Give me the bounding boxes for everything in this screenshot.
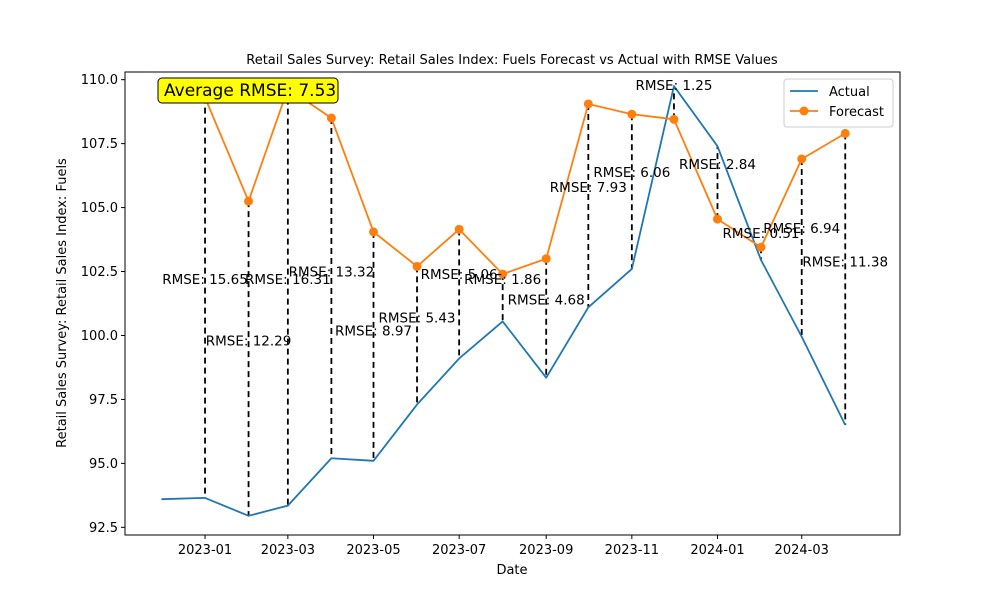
y-tick-label: 105.0: [81, 201, 118, 216]
y-tick-label: 102.5: [81, 265, 118, 280]
x-tick-label: 2023-05: [346, 543, 400, 558]
legend-forecast-marker: [799, 106, 809, 116]
y-tick-label: 97.5: [89, 393, 118, 408]
rmse-error-lines: [204, 86, 847, 516]
y-axis-ticks: 92.5 95.0 97.5 100.0 102.5 105.0 107.5 110.0: [81, 73, 125, 536]
forecast-point: [244, 196, 254, 206]
rmse-label: RMSE: 6.94: [763, 221, 840, 237]
rmse-label: RMSE: 5.43: [379, 311, 456, 327]
forecast-point: [369, 227, 379, 237]
forecast-point: [669, 114, 679, 124]
y-tick-label: 107.5: [81, 137, 118, 152]
chart-title: Retail Sales Survey: Retail Sales Index:…: [246, 53, 778, 68]
x-tick-label: 2023-07: [432, 543, 486, 558]
rmse-label: RMSE: 4.68: [508, 293, 585, 309]
forecast-point: [498, 269, 508, 279]
rmse-label: RMSE: 13.32: [289, 265, 375, 281]
rmse-label: RMSE: 2.84: [679, 157, 756, 173]
forecast-point: [454, 224, 464, 234]
x-tick-label: 2024-01: [690, 543, 744, 558]
actual-line: [161, 85, 847, 517]
y-axis-label: Retail Sales Survey: Retail Sales Index:…: [55, 158, 70, 448]
average-rmse-box: Average RMSE: 7.53: [157, 77, 339, 104]
rmse-label: RMSE: 11.38: [802, 254, 888, 270]
x-tick-label: 2023-03: [261, 543, 315, 558]
rmse-label: RMSE: 0.51: [722, 226, 799, 242]
actual-series: [161, 85, 847, 517]
forecast-point: [412, 261, 422, 271]
average-rmse-box-bg: [157, 77, 339, 104]
rmse-label: RMSE: 5.06: [421, 267, 498, 283]
x-axis-ticks: 2023-01 2023-03 2023-05 2023-07 2023-09 2023-…: [178, 535, 829, 558]
forecast-point: [840, 128, 850, 138]
rmse-label: RMSE: 16.31: [245, 272, 331, 288]
y-tick-label: 92.5: [89, 521, 118, 536]
forecast-point: [541, 254, 551, 264]
legend-actual-label: Actual: [829, 85, 870, 100]
rmse-label: RMSE: 15.65: [162, 272, 248, 288]
rmse-label: RMSE: 1.86: [464, 272, 541, 288]
forecast-point: [583, 99, 593, 109]
forecast-point: [712, 214, 722, 224]
x-axis-label: Date: [496, 563, 527, 578]
y-tick-label: 110.0: [81, 73, 118, 88]
x-tick-label: 2024-03: [775, 543, 829, 558]
x-tick-label: 2023-11: [605, 543, 659, 558]
legend-forecast-label: Forecast: [829, 105, 884, 120]
x-tick-label: 2023-01: [178, 543, 232, 558]
rmse-label: RMSE: 7.93: [550, 180, 627, 196]
forecast-point: [797, 154, 807, 164]
rmse-label: RMSE: 1.25: [635, 78, 712, 94]
rmse-label: RMSE: 6.06: [593, 165, 670, 181]
y-tick-label: 95.0: [89, 457, 118, 472]
rmse-label: RMSE: 8.97: [335, 323, 412, 339]
forecast-point: [627, 109, 637, 119]
plot-area: [125, 72, 900, 535]
forecast-point: [326, 113, 336, 123]
legend: Actual Forecast: [783, 78, 894, 128]
y-tick-label: 100.0: [81, 329, 118, 344]
rmse-label: RMSE: 12.29: [206, 334, 292, 350]
x-tick-label: 2023-09: [519, 543, 573, 558]
average-rmse-label: Average RMSE: 7.53: [164, 81, 336, 101]
forecast-point: [756, 242, 766, 252]
plot-frame: [124, 71, 901, 536]
